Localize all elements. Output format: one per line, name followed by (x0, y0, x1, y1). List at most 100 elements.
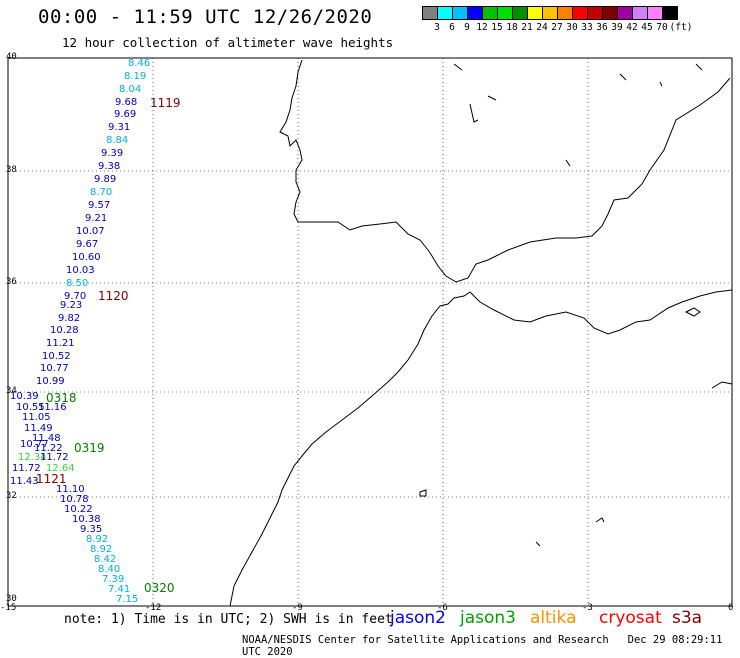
map-subtitle: 12 hour collection of altimeter wave hei… (62, 35, 394, 50)
swh-value-label: 8.40 (98, 564, 120, 575)
lat-label-30: 30 (6, 594, 17, 604)
coastline-north-africa (469, 289, 733, 335)
colorbar-label: 18 (506, 22, 518, 33)
swh-value-label: 10.22 (64, 504, 93, 515)
swh-value-label: 8.92 (90, 544, 112, 555)
swh-value-label: 12.34 (18, 452, 47, 463)
lon-label-0: 0 (728, 603, 734, 613)
coastline-lake-7 (565, 159, 571, 167)
coastline-island-3 (535, 541, 541, 547)
swh-value-label: 10.55 (16, 402, 45, 413)
colorbar-label: 24 (536, 22, 548, 33)
swh-value-label: 10.99 (36, 376, 65, 387)
swh-value-label: 10.39 (10, 391, 39, 402)
colorbar-label: 3 (434, 22, 440, 33)
lon-label--9: -9 (292, 603, 303, 613)
swh-value-label: 11.16 (38, 402, 67, 413)
colorbar-label: 27 (551, 22, 563, 33)
swh-value-label: 9.31 (108, 122, 130, 133)
colorbar-swatch (662, 6, 678, 20)
swh-value-label: 7.39 (102, 574, 124, 585)
lon-label--3: -3 (582, 603, 593, 613)
pass-time-label: 0319 (74, 441, 105, 455)
lat-label-32: 32 (6, 491, 17, 501)
swh-value-label: 9.23 (60, 300, 82, 311)
swh-value-label: 10.77 (40, 363, 69, 374)
pass-time-label: 0318 (46, 391, 77, 405)
lat-label-36: 36 (6, 277, 17, 287)
swh-value-label: 11.72 (12, 463, 41, 474)
lat-lon-grid (8, 58, 732, 606)
colorbar-label: 42 (626, 22, 638, 33)
swh-value-label: 11.22 (34, 443, 63, 454)
coastline-lake-2 (469, 103, 479, 123)
swh-value-label: 9.68 (115, 97, 137, 108)
swh-value-label: 11.43 (10, 476, 39, 487)
swh-value-label: 10.60 (72, 252, 101, 263)
lat-label-40: 40 (6, 52, 17, 62)
swh-value-label: 9.82 (58, 313, 80, 324)
swh-value-label: 10.07 (76, 226, 105, 237)
swh-value-label: 8.70 (90, 187, 112, 198)
colorbar-label: 21 (521, 22, 533, 33)
swh-value-label: 8.92 (86, 534, 108, 545)
units-note: note: 1) Time is in UTC; 2) SWH is in fe… (64, 612, 393, 627)
swh-track-labels: 8.46 8.19 8.04 9.689.69 9.31 8.84 9.39 9.38 9.89… (10, 58, 150, 605)
legend-jason3: jason3 (460, 608, 516, 628)
colorbar-label: 39 (611, 22, 623, 33)
swh-value-label: 9.21 (85, 213, 107, 224)
coastline-island-1 (419, 489, 427, 497)
map-title: 00:00 - 11:59 UTC 12/26/2020 (38, 6, 373, 28)
swh-value-label: 8.50 (66, 278, 88, 289)
swh-value-label: 9.57 (88, 200, 110, 211)
colorbar (422, 6, 678, 20)
colorbar-label: 45 (641, 22, 653, 33)
lon-label--15: -15 (0, 603, 17, 613)
coastline-balearic-1 (684, 307, 701, 317)
legend-jason2: jason2 (390, 608, 446, 628)
swh-value-label: 8.42 (94, 554, 116, 565)
swh-value-label: 8.04 (119, 84, 141, 95)
swh-value-label: 10.77 (20, 439, 49, 450)
swh-value-label: 9.35 (80, 524, 102, 535)
pass-time-label: 0320 (144, 581, 175, 595)
swh-value-label: 8.46 (128, 58, 150, 69)
colorbar-label: 6 (449, 22, 455, 33)
coastline (229, 59, 733, 607)
coastline-lake-1 (453, 63, 463, 71)
swh-value-label: 7.41 (108, 584, 130, 595)
swh-value-label: 12.64 (46, 463, 75, 474)
colorbar-label: 30 (566, 22, 578, 33)
legend-cryosat: cryosat (599, 608, 662, 628)
swh-value-label: 11.05 (22, 412, 51, 423)
swh-value-label: 10.52 (42, 351, 71, 362)
swh-value-label: 9.67 (76, 239, 98, 250)
swh-value-label: 11.49 (24, 423, 53, 434)
coastline-island-2 (595, 517, 605, 523)
swh-value-label: 9.89 (94, 174, 116, 185)
lat-label-34: 34 (6, 386, 17, 396)
swh-value-label: 10.03 (66, 265, 95, 276)
colorbar-label: 12 (476, 22, 488, 33)
lon-label--6: -6 (437, 603, 448, 613)
coastline-lake-4 (619, 73, 627, 81)
plot-frame (7, 57, 733, 607)
colorbar-label: 15 (491, 22, 503, 33)
lon-label--12: -12 (145, 603, 162, 613)
swh-value-label: 9.39 (101, 148, 123, 159)
coastline-lake-3 (487, 95, 497, 101)
footer-credit: NOAA/NESDIS Center for Satellite Applica… (242, 634, 740, 658)
pass-time-label: 1120 (98, 289, 129, 303)
swh-value-label: 11.21 (46, 338, 75, 349)
colorbar-label: 36 (596, 22, 608, 33)
pass-time-label: 1119 (150, 96, 181, 110)
swh-value-label: 9.38 (98, 161, 120, 172)
colorbar-label: 70 (656, 22, 668, 33)
legend-s3a: s3a (672, 608, 703, 628)
swh-value-label: 11.48 (32, 433, 61, 444)
swh-value-label: 10.28 (50, 325, 79, 336)
colorbar-label: 33 (581, 22, 593, 33)
swh-value-label: 11.72 (40, 452, 69, 463)
lat-label-38: 38 (6, 165, 17, 175)
